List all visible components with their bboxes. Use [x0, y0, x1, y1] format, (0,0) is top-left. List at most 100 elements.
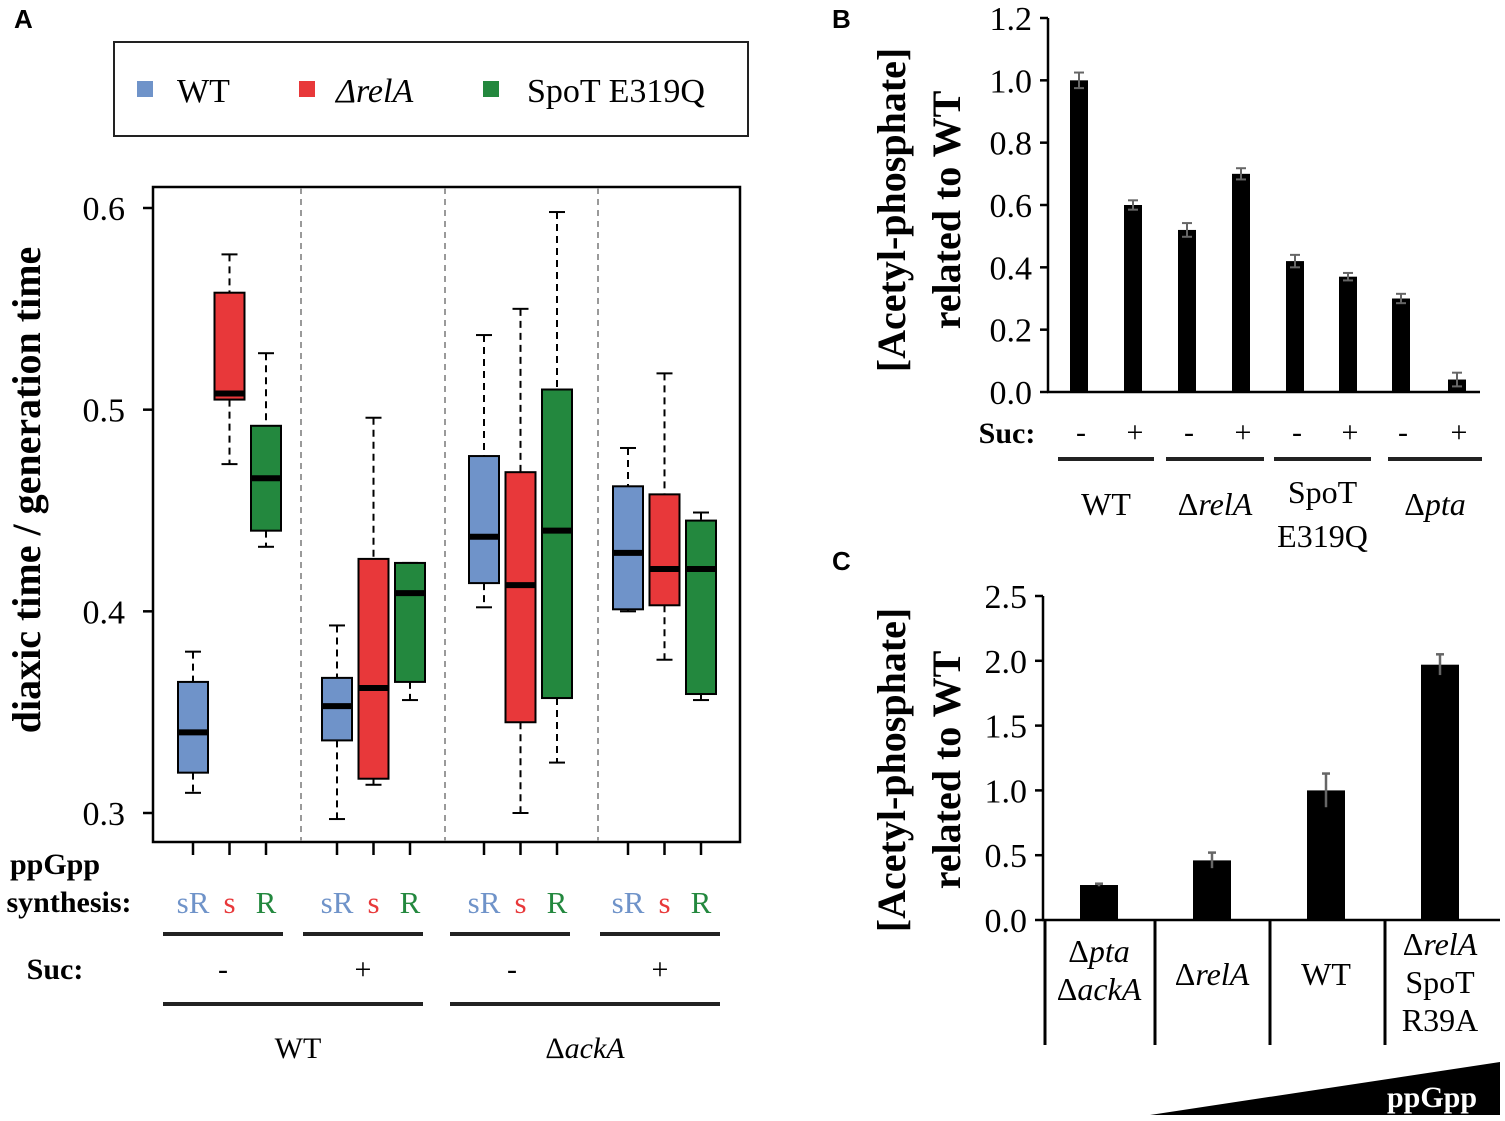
category-label-c: ΔrelA: [1175, 956, 1250, 992]
box-iqr: [177, 680, 209, 774]
x-ticks-a: [191, 842, 703, 855]
ppgpp-gradient-wedge: [1150, 1062, 1500, 1115]
box-iqr: [321, 676, 353, 742]
suc-sign-b: +: [1342, 416, 1359, 449]
synthesis-label: R: [400, 885, 421, 920]
bar-b: [1286, 261, 1304, 392]
synthesis-label: R: [691, 885, 712, 920]
y-tick-label-c: 0.5: [985, 838, 1028, 875]
boxplots: [177, 211, 717, 821]
y-tick-label-b: 0.6: [990, 188, 1033, 225]
y-axis-label-a: diaxic time / generation time: [4, 247, 49, 734]
y-tick-label-b: 0.2: [990, 313, 1033, 350]
box-iqr: [541, 388, 573, 700]
strain-label-b: SpoT: [1288, 474, 1358, 510]
box-iqr: [648, 493, 681, 607]
suc-sign-a: -: [218, 953, 228, 986]
box-WT: [321, 624, 353, 821]
synthesis-label: s: [367, 885, 379, 920]
strain-label-b: E319Q: [1277, 518, 1368, 554]
y-tick-label-b: 0.8: [990, 126, 1033, 163]
box-spoT: [685, 511, 717, 702]
legend-swatch-relA: [299, 81, 315, 97]
synthesis-label: sR: [321, 885, 354, 920]
box-relA: [357, 416, 390, 786]
box-iqr: [685, 519, 717, 696]
synthesis-label: s: [514, 885, 526, 920]
synthesis-label: R: [256, 885, 277, 920]
box-relA: [213, 253, 246, 466]
box-relA: [504, 307, 537, 814]
panel-a: WT ΔrelA SpoT E319Q diaxic time / genera…: [4, 41, 749, 1065]
category-label-c: ΔrelA: [1403, 926, 1478, 962]
y-tick-label-a: 0.3: [83, 796, 126, 833]
suc-signs-b: - + - + - + - +: [1076, 416, 1467, 449]
category-label-c: R39A: [1402, 1002, 1478, 1038]
y-tick-label-a: 0.5: [83, 393, 126, 430]
y-axis-a: 0.3 0.4 0.5 0.6: [83, 191, 153, 833]
box-iqr: [357, 557, 390, 780]
y-tick-label-b: 1.0: [990, 63, 1033, 100]
suc-label-b: Suc:: [979, 417, 1036, 450]
y-axis-label-c-line2: related to WT: [924, 650, 969, 889]
y-tick-label-a: 0.6: [83, 191, 126, 228]
y-tick-label-b: 0.4: [990, 250, 1033, 287]
bar-c: [1421, 664, 1459, 920]
suc-sign-b: -: [1398, 416, 1408, 449]
panel-b: [Acetyl-phosphate] related to WT 0.0 0.2 0…: [869, 1, 1482, 554]
suc-sign-b: +: [1127, 416, 1144, 449]
strain-label-b: ΔrelA: [1178, 486, 1253, 522]
synthesis-label: sR: [612, 885, 645, 920]
row-label-suc-a: Suc:: [27, 953, 84, 986]
y-tick-label-c: 2.5: [985, 579, 1028, 616]
strain-label-wt: WT: [275, 1032, 322, 1065]
strain-label-ackA: ΔackA: [545, 1032, 625, 1065]
box-iqr: [504, 471, 537, 724]
box-iqr: [468, 455, 500, 585]
legend-label-relA: ΔrelA: [334, 73, 413, 110]
suc-sign-a: +: [652, 953, 669, 986]
bars-c: [1080, 653, 1459, 920]
synthesis-label: s: [223, 885, 235, 920]
box-WT: [177, 650, 209, 794]
legend-swatch-wt: [137, 81, 153, 97]
bars-b: [1070, 71, 1466, 392]
strain-label-b: WT: [1081, 486, 1131, 522]
synthesis-label: sR: [177, 885, 210, 920]
y-axis-c: 0.0 0.5 1.0 1.5 2.0 2.5: [985, 579, 1500, 1045]
y-tick-label-c: 1.5: [985, 709, 1028, 746]
box-iqr: [612, 485, 644, 611]
legend-label-wt: WT: [177, 73, 230, 110]
y-axis-label-c-line1: [Acetyl-phosphate]: [869, 608, 914, 932]
box-spoT: [394, 561, 426, 702]
bar-b: [1392, 298, 1410, 392]
panel-letter-b: B: [832, 4, 851, 34]
legend-swatch-spoT: [483, 81, 499, 97]
y-axis-label-b-line2: related to WT: [924, 90, 969, 329]
box-spoT: [541, 211, 573, 764]
bar-c: [1307, 790, 1345, 920]
box-relA: [648, 372, 681, 661]
panel-c: [Acetyl-phosphate] related to WT 0.0 0.5 1…: [869, 579, 1500, 1115]
box-iqr: [394, 561, 426, 683]
suc-sign-b: +: [1451, 416, 1468, 449]
category-label-c: WT: [1301, 956, 1351, 992]
y-tick-label-a: 0.4: [83, 594, 126, 631]
ppgpp-gradient-label: ppGpp: [1387, 1081, 1477, 1114]
synthesis-label: s: [658, 885, 670, 920]
plot-frame-a: [151, 185, 742, 844]
suc-sign-b: -: [1184, 416, 1194, 449]
category-label-c: ΔackA: [1057, 971, 1142, 1007]
bar-b: [1232, 173, 1250, 392]
y-tick-label-b: 0.0: [990, 375, 1033, 412]
bar-b: [1124, 205, 1142, 392]
panel-letter-a: A: [14, 4, 33, 34]
box-iqr: [213, 291, 246, 401]
bar-b: [1178, 229, 1196, 392]
suc-sign-a: -: [507, 953, 517, 986]
y-tick-label-c: 1.0: [985, 773, 1028, 810]
box-WT: [468, 334, 500, 609]
y-tick-label-b: 1.2: [990, 1, 1033, 38]
suc-sign-b: -: [1292, 416, 1302, 449]
